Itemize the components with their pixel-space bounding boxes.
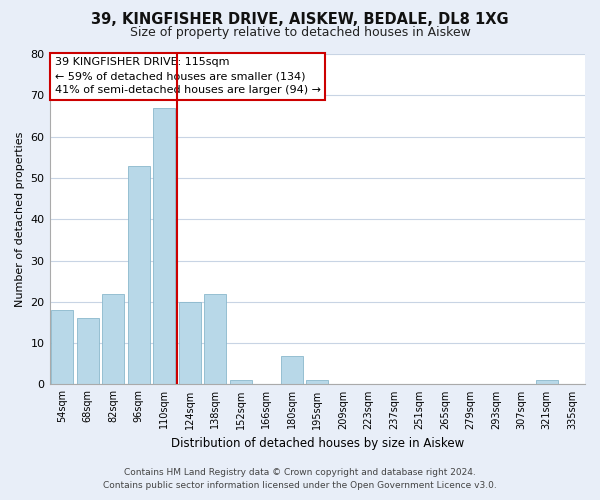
Bar: [307, 380, 328, 384]
Bar: [128, 166, 149, 384]
Bar: [205, 294, 226, 384]
Bar: [103, 294, 124, 384]
Text: 39, KINGFISHER DRIVE, AISKEW, BEDALE, DL8 1XG: 39, KINGFISHER DRIVE, AISKEW, BEDALE, DL…: [91, 12, 509, 28]
Bar: [77, 318, 98, 384]
Y-axis label: Number of detached properties: Number of detached properties: [15, 132, 25, 307]
Bar: [154, 108, 175, 384]
Bar: [230, 380, 251, 384]
Text: Contains HM Land Registry data © Crown copyright and database right 2024.
Contai: Contains HM Land Registry data © Crown c…: [103, 468, 497, 490]
Bar: [536, 380, 557, 384]
Text: Size of property relative to detached houses in Aiskew: Size of property relative to detached ho…: [130, 26, 470, 39]
Bar: [52, 310, 73, 384]
Bar: [179, 302, 200, 384]
X-axis label: Distribution of detached houses by size in Aiskew: Distribution of detached houses by size …: [170, 437, 464, 450]
Text: 39 KINGFISHER DRIVE: 115sqm
← 59% of detached houses are smaller (134)
41% of se: 39 KINGFISHER DRIVE: 115sqm ← 59% of det…: [55, 58, 321, 96]
Bar: [281, 356, 302, 384]
